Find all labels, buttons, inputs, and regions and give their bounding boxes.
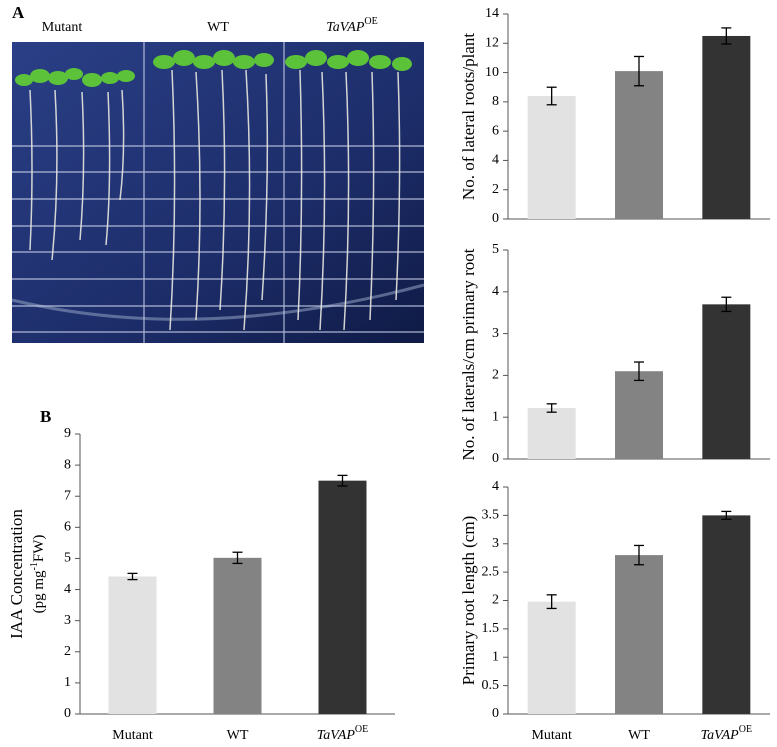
error-bar	[232, 551, 243, 565]
y-tick-label: 5	[492, 242, 499, 257]
error-bar	[634, 361, 644, 382]
y-tick-label: 4	[492, 284, 499, 299]
x-tick-label: Mutant	[531, 728, 572, 743]
y-tick-label: 2	[492, 182, 499, 197]
y-tick-label: 6	[492, 123, 499, 138]
y-axis-label: Primary root length (cm)	[459, 516, 478, 686]
y-tick-label: 2	[492, 593, 499, 608]
y-tick-label: 0	[492, 451, 499, 466]
photo-label: WT	[207, 20, 229, 35]
bar	[702, 35, 751, 219]
y-tick-label: 12	[485, 36, 499, 51]
label-text: TaVAP	[701, 728, 740, 743]
y-tick-label: 0	[492, 211, 499, 226]
y-tick-label: 6	[64, 520, 71, 535]
y-tick-label: 9	[64, 426, 71, 441]
label-text: TaVAP	[326, 20, 365, 35]
error-bar	[634, 544, 644, 566]
y-axis-label: (pg mg-1FW)	[29, 535, 47, 614]
y-tick-label: 10	[485, 65, 499, 80]
bar	[213, 557, 262, 714]
panel-letter: B	[40, 407, 51, 426]
panel-letter: A	[12, 3, 25, 22]
y-tick-label: 8	[492, 94, 499, 109]
y-tick-label: 2.5	[482, 564, 500, 579]
y-tick-label: 1	[64, 675, 71, 690]
error-bar	[721, 296, 732, 313]
bar	[702, 304, 751, 459]
x-tick-label: TaVAPOE	[317, 724, 368, 743]
y-tick-label: 5	[64, 551, 71, 566]
y-tick-label: 0	[492, 706, 499, 721]
error-bar	[546, 594, 557, 610]
y-tick-label: 7	[64, 488, 71, 503]
y-tick-label: 2	[64, 644, 71, 659]
error-bar	[127, 572, 138, 581]
error-bar	[546, 86, 557, 106]
photo-label: Mutant	[42, 20, 83, 35]
x-tick-label: TaVAPOE	[701, 724, 752, 743]
error-bar	[721, 510, 732, 520]
bar	[615, 555, 663, 714]
y-tick-label: 1	[492, 409, 499, 424]
y-tick-label: 4	[64, 582, 71, 597]
y-tick-label: 0.5	[482, 678, 500, 693]
bar	[527, 408, 576, 459]
bar	[318, 480, 367, 714]
bar	[527, 96, 576, 219]
y-tick-label: 3	[64, 613, 71, 628]
y-tick-label: 3	[492, 536, 499, 551]
photo	[11, 42, 425, 343]
bar	[615, 71, 663, 219]
label-text: FW)	[31, 535, 47, 563]
error-bar	[337, 474, 348, 487]
photo-label: TaVAPOE	[326, 16, 377, 35]
bar	[615, 371, 663, 459]
y-tick-label: 3.5	[482, 508, 500, 523]
bar	[527, 601, 576, 714]
label-sup: OE	[355, 724, 368, 735]
label-text: (pg mg	[31, 570, 47, 613]
y-tick-label: 4	[492, 479, 499, 494]
y-tick-label: 2	[492, 368, 499, 383]
x-tick-label: Mutant	[112, 728, 153, 743]
y-axis-label: No. of laterals/cm primary root	[459, 248, 478, 460]
y-tick-label: 3	[492, 326, 499, 341]
y-tick-label: 8	[64, 457, 71, 472]
label-sup: -1	[29, 562, 40, 570]
x-tick-label: WT	[628, 728, 650, 743]
y-tick-label: 1	[492, 649, 499, 664]
label-text: TaVAP	[317, 728, 356, 743]
y-tick-label: 4	[492, 153, 499, 168]
bar	[702, 515, 751, 714]
x-tick-label: WT	[227, 728, 249, 743]
error-bar	[721, 27, 732, 45]
y-tick-label: 14	[485, 6, 499, 21]
y-axis-label: IAA Concentration	[7, 509, 26, 639]
y-axis-label: No. of lateral roots/plant	[459, 33, 478, 200]
label-sup: OE	[364, 16, 377, 27]
error-bar	[634, 55, 644, 87]
error-bar	[546, 403, 557, 413]
y-tick-label: 0	[64, 706, 71, 721]
label-sup: OE	[739, 724, 752, 735]
y-tick-label: 1.5	[482, 621, 500, 636]
bar	[108, 576, 157, 714]
